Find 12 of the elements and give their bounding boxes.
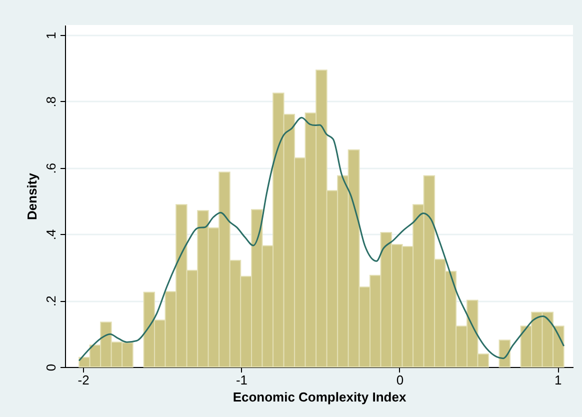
y-tick-label: .6 [44, 162, 58, 174]
y-tick-label: .4 [44, 229, 58, 240]
y-tick-label: .8 [44, 96, 58, 108]
x-tick-label: -2 [78, 372, 90, 388]
y-tick-label: .2 [44, 296, 58, 307]
y-axis-title: Density [24, 172, 40, 220]
x-tick-label: 0 [396, 372, 404, 388]
x-tick-label: -1 [236, 372, 248, 388]
x-tick-label: 1 [554, 372, 562, 388]
y-tick-label: 0 [44, 364, 58, 372]
x-axis-title: Economic Complexity Index [232, 390, 407, 404]
y-tick-label: 1 [44, 32, 58, 40]
